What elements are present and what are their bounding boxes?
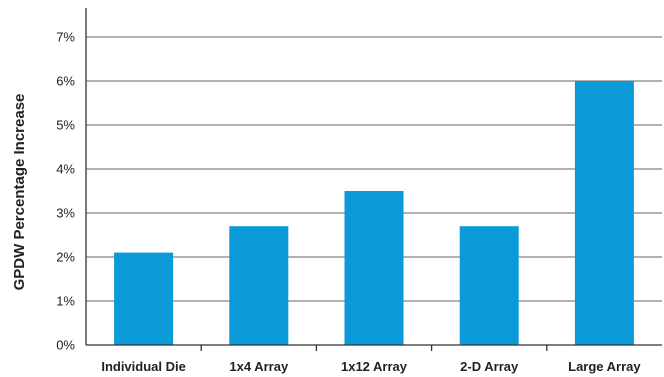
x-tick-label: Individual Die bbox=[101, 359, 186, 374]
y-tick-label: 1% bbox=[56, 294, 75, 309]
y-tick-label: 0% bbox=[56, 338, 75, 353]
y-tick-label: 6% bbox=[56, 74, 75, 89]
x-tick-label: 1x12 Array bbox=[341, 359, 408, 374]
y-tick-labels: 0% 1% 2% 3% 4% 5% 6% 7% bbox=[56, 30, 75, 353]
bar bbox=[114, 252, 174, 345]
bar bbox=[229, 226, 289, 345]
axes bbox=[85, 8, 662, 351]
y-axis-title: GPDW Percentage Increase bbox=[11, 94, 28, 291]
y-tick-label: 5% bbox=[56, 118, 75, 133]
bars bbox=[114, 81, 634, 345]
y-tick-label: 7% bbox=[56, 30, 75, 45]
y-tick-label: 4% bbox=[56, 162, 75, 177]
bar bbox=[459, 226, 519, 345]
x-tick-labels: Individual Die 1x4 Array 1x12 Array 2-D Arr… bbox=[101, 359, 641, 374]
bar bbox=[574, 81, 634, 345]
y-tick-label: 3% bbox=[56, 206, 75, 221]
x-tick-label: 2-D Array bbox=[460, 359, 519, 374]
x-tick-label: Large Array bbox=[568, 359, 641, 374]
bar bbox=[344, 191, 404, 345]
x-tick-label: 1x4 Array bbox=[229, 359, 289, 374]
y-tick-label: 2% bbox=[56, 250, 75, 265]
